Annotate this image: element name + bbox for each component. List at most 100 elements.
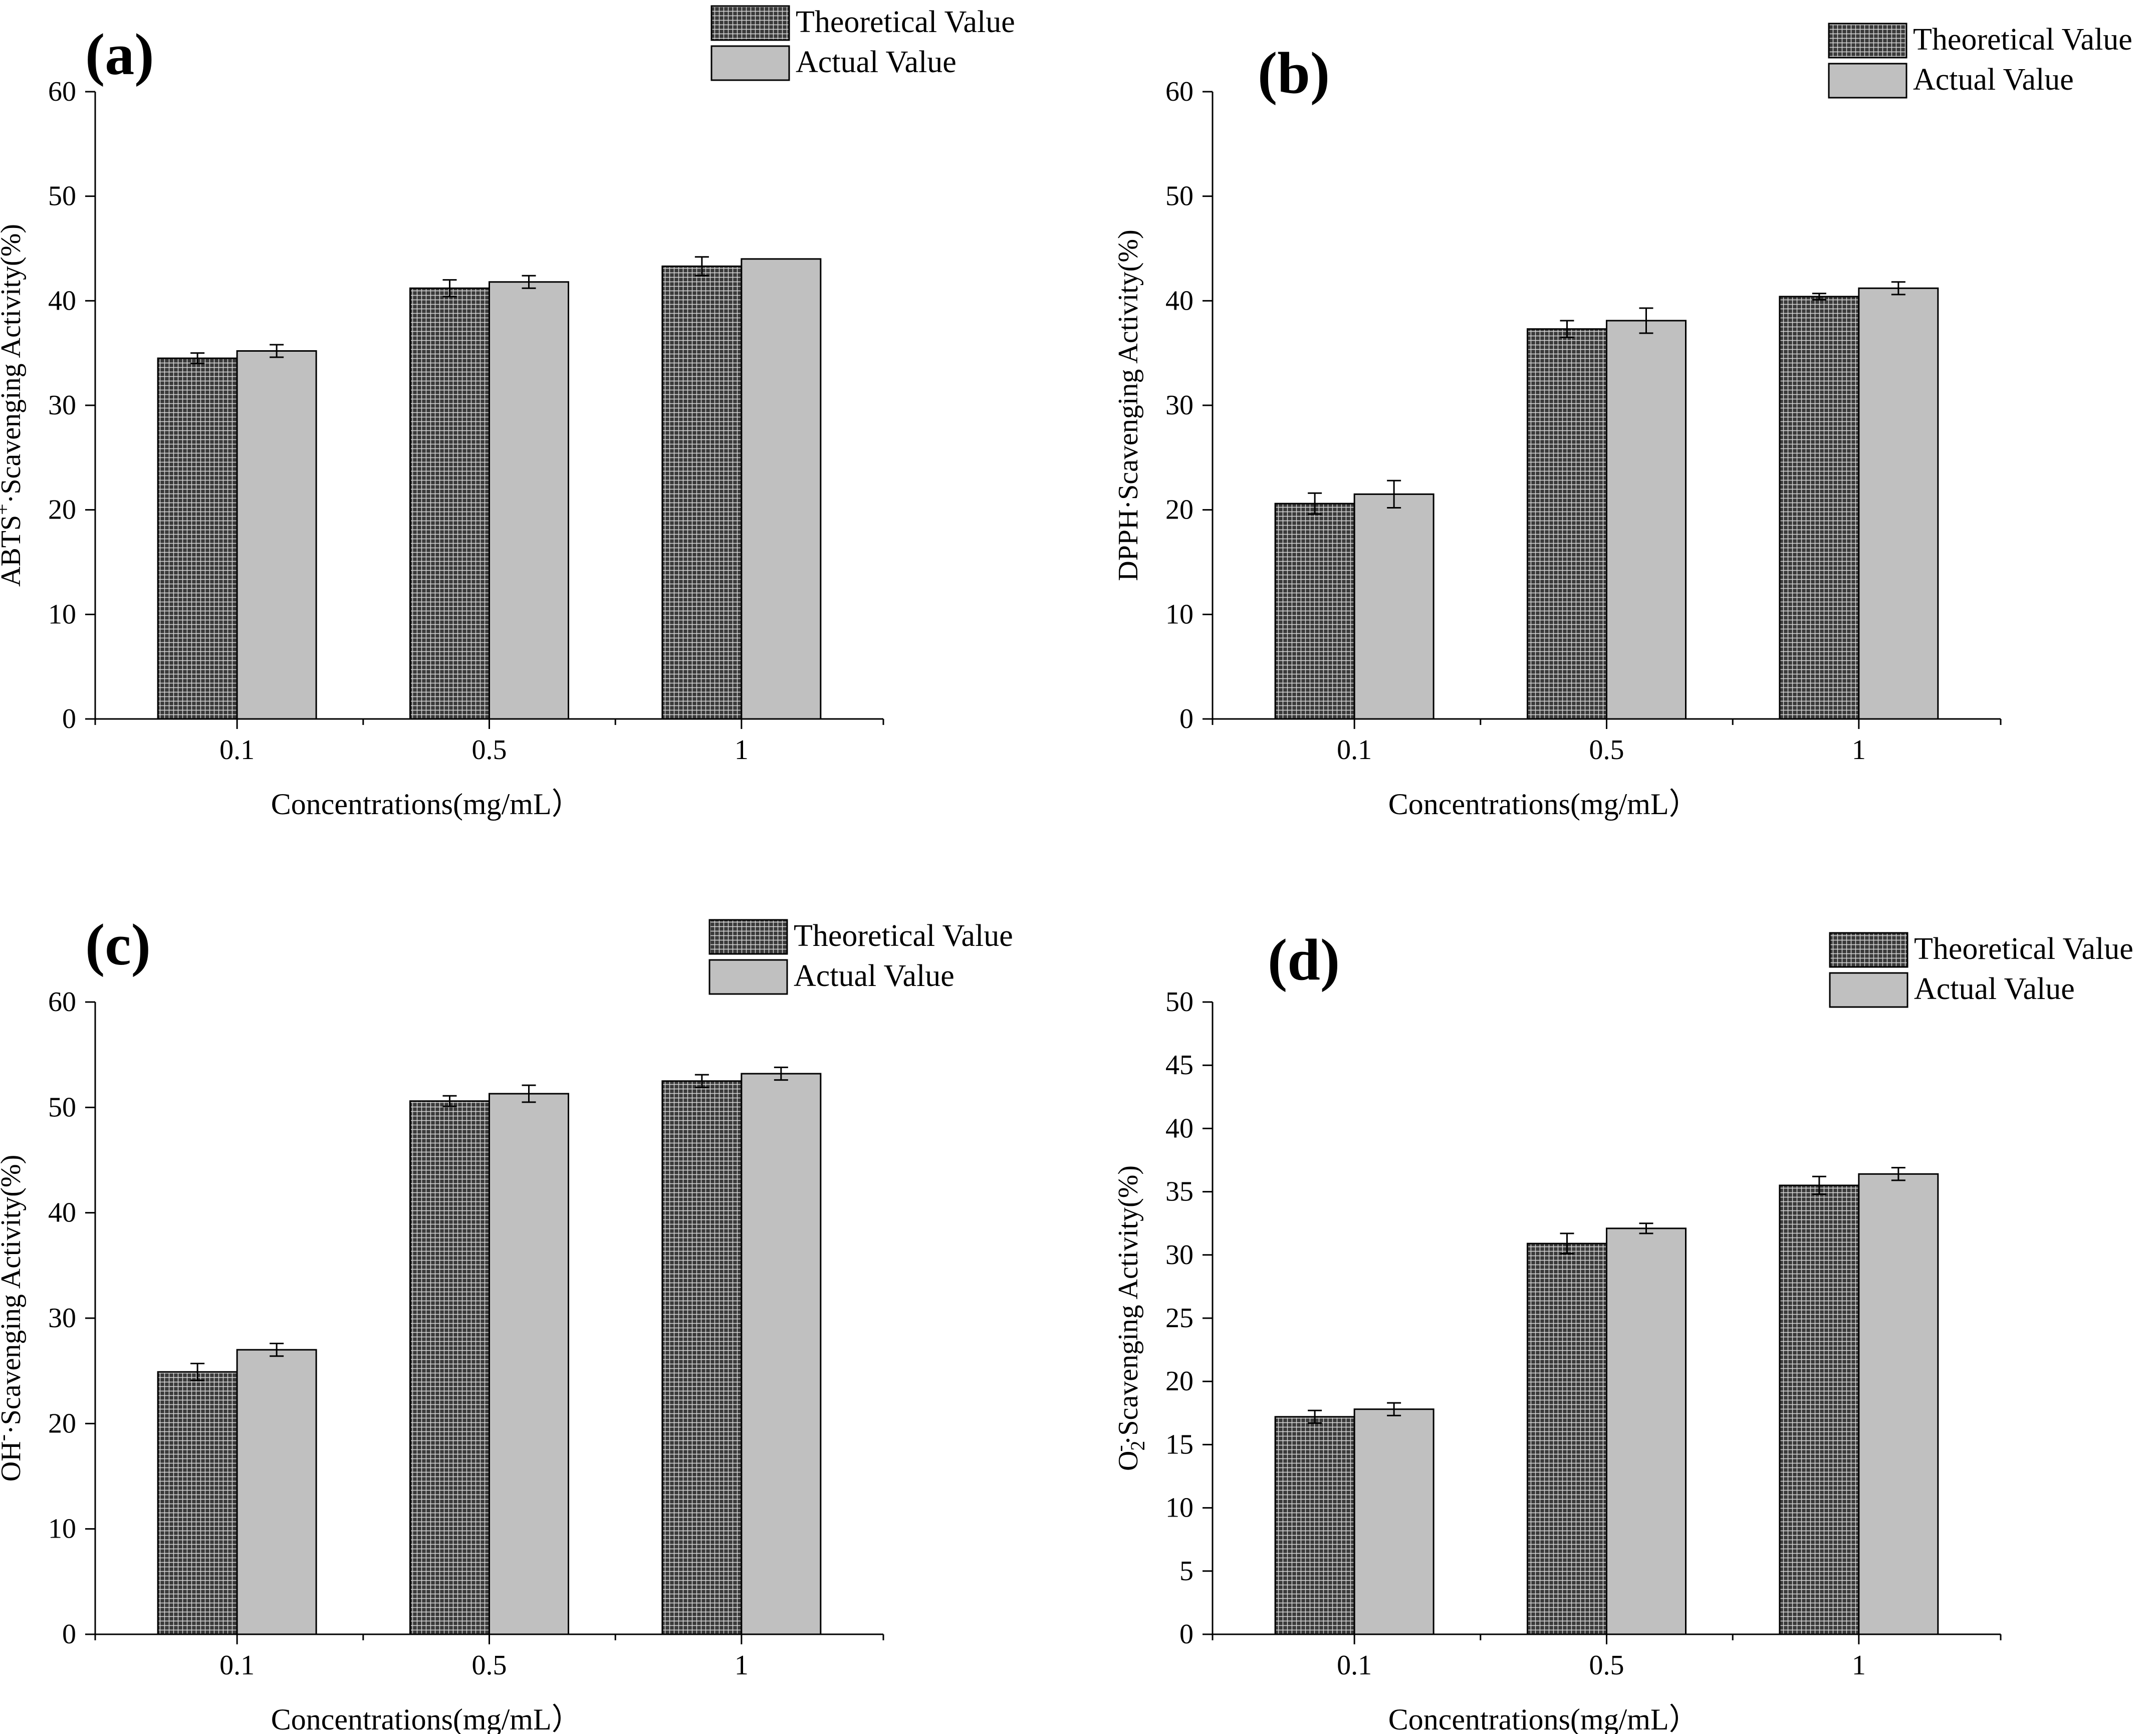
panel-d: (d) 0 5 10 15 20 25 30 35 40 45 50 O2-·Scavenging Ac…: [1108, 927, 2133, 1734]
theoretical-legend-swatch: [1828, 23, 1907, 59]
legend-label: Theoretical Value: [1914, 932, 2133, 966]
x-tick-label: 0.1: [1337, 734, 1372, 766]
actual-bar: [236, 1349, 317, 1635]
x-tick-label: 1: [1852, 734, 1866, 766]
panel-label: (b): [1258, 40, 1330, 106]
y-tick-label: 30: [1165, 1240, 1193, 1271]
y-tick-label: 20: [1165, 494, 1193, 526]
y-tick-label: 30: [48, 1303, 76, 1334]
panel-label: (d): [1268, 927, 1340, 993]
x-axis-title: Concentrations(mg/mL）: [1388, 788, 1699, 821]
actual-legend-swatch: [1829, 972, 1908, 1008]
theoretical-bar: [1779, 1184, 1860, 1635]
y-tick-label: 5: [1179, 1556, 1193, 1587]
x-axis-title: Concentrations(mg/mL）: [271, 788, 582, 821]
y-tick-label: 60: [48, 76, 76, 107]
x-tick-label: 0.5: [1589, 734, 1624, 766]
theoretical-bar: [661, 1080, 743, 1635]
theoretical-legend-swatch: [708, 919, 788, 955]
y-tick-label: 40: [48, 285, 76, 316]
y-tick-label: 10: [1165, 599, 1193, 630]
actual-legend-swatch: [1828, 63, 1907, 99]
x-tick-label: 0.5: [1589, 1650, 1624, 1681]
y-axis-title: OH-·Scavenging Activity(%): [0, 1155, 27, 1482]
y-tick-label: 0: [62, 1619, 76, 1650]
x-tick-label: 0.5: [472, 734, 507, 766]
x-tick-label: 0.1: [219, 1650, 255, 1681]
theoretical-legend-swatch: [710, 5, 790, 41]
theoretical-bar: [1527, 1243, 1607, 1635]
actual-bar: [1858, 287, 1939, 720]
legend-label: Theoretical Value: [1913, 23, 2132, 57]
y-tick-label: 15: [1165, 1429, 1193, 1460]
y-tick-label: 40: [1165, 1113, 1193, 1144]
y-tick-label: 10: [48, 599, 76, 630]
theoretical-bar: [409, 1100, 490, 1635]
x-tick-label: 1: [1852, 1650, 1866, 1681]
theoretical-bar: [1274, 503, 1355, 720]
y-tick-label: 60: [1165, 76, 1193, 107]
x-tick-label: 0.5: [472, 1650, 507, 1681]
x-tick-label: 0.1: [1337, 1650, 1372, 1681]
actual-legend-swatch: [710, 45, 790, 81]
actual-bar: [741, 1073, 822, 1635]
y-axis-title: O2-·Scavenging Activity(%): [1108, 1165, 1149, 1471]
legend-label: Theoretical Value: [796, 5, 1015, 39]
x-tick-label: 1: [735, 1650, 749, 1681]
actual-bar: [1858, 1173, 1939, 1635]
theoretical-bar: [1779, 296, 1860, 720]
panel-label: (c): [85, 912, 151, 977]
y-tick-label: 25: [1165, 1303, 1193, 1334]
theoretical-bar: [1274, 1416, 1355, 1635]
panel-b: (b) 0 10 20 30 40 50 60 DPPH·Scavenging Activity…: [1113, 23, 2132, 821]
theoretical-legend-swatch: [1829, 932, 1908, 968]
legend-label: Actual Value: [794, 959, 954, 993]
panel-c: (c) 0 10 20 30 40 50 60 OH-·Scavenging Activity(…: [0, 912, 1013, 1734]
x-tick-label: 0.1: [219, 734, 255, 766]
y-tick-label: 20: [48, 494, 76, 526]
y-tick-label: 10: [1165, 1493, 1193, 1524]
actual-bar: [489, 1093, 569, 1635]
x-axis-title: Concentrations(mg/mL）: [271, 1703, 582, 1734]
legend-label: Theoretical Value: [794, 919, 1013, 953]
y-tick-label: 50: [1165, 986, 1193, 1018]
actual-bar: [236, 350, 317, 720]
actual-bar: [741, 258, 822, 720]
y-tick-label: 20: [1165, 1366, 1193, 1397]
y-tick-label: 50: [48, 181, 76, 212]
legend-label: Actual Value: [1913, 63, 2074, 97]
panel-label: (a): [85, 22, 154, 87]
legend-label: Actual Value: [796, 45, 956, 79]
actual-bar: [489, 281, 569, 720]
y-tick-label: 40: [1165, 285, 1193, 316]
theoretical-bar: [409, 287, 490, 720]
y-tick-label: 50: [1165, 181, 1193, 212]
legend-label: Actual Value: [1914, 972, 2075, 1006]
y-tick-label: 0: [1179, 1619, 1193, 1650]
y-axis-title: ABTS+·Scavenging Activity(%): [0, 224, 27, 587]
x-axis-title: Concentrations(mg/mL）: [1388, 1703, 1699, 1734]
y-axis-title: DPPH·Scavenging Activity(%): [1113, 229, 1144, 581]
theoretical-bar: [1527, 328, 1607, 720]
y-tick-label: 0: [62, 703, 76, 734]
y-tick-label: 30: [1165, 390, 1193, 421]
theoretical-bar: [157, 1371, 238, 1635]
y-tick-label: 20: [48, 1408, 76, 1439]
y-tick-label: 60: [48, 986, 76, 1018]
actual-bar: [1353, 1408, 1434, 1635]
actual-bar: [1606, 320, 1687, 720]
x-tick-label: 1: [735, 734, 749, 766]
actual-legend-swatch: [708, 959, 788, 995]
y-tick-label: 35: [1165, 1176, 1193, 1207]
y-tick-label: 40: [48, 1197, 76, 1228]
actual-bar: [1606, 1227, 1687, 1635]
y-tick-label: 45: [1165, 1050, 1193, 1081]
theoretical-bar: [157, 357, 238, 720]
y-tick-label: 0: [1179, 703, 1193, 734]
theoretical-bar: [661, 265, 743, 720]
panel-a: (a) 0 10 20 30 40 50 60 ABTS+·Scavenging Activit…: [0, 5, 1015, 821]
actual-bar: [1353, 493, 1434, 720]
y-tick-label: 10: [48, 1514, 76, 1545]
y-tick-label: 50: [48, 1092, 76, 1123]
